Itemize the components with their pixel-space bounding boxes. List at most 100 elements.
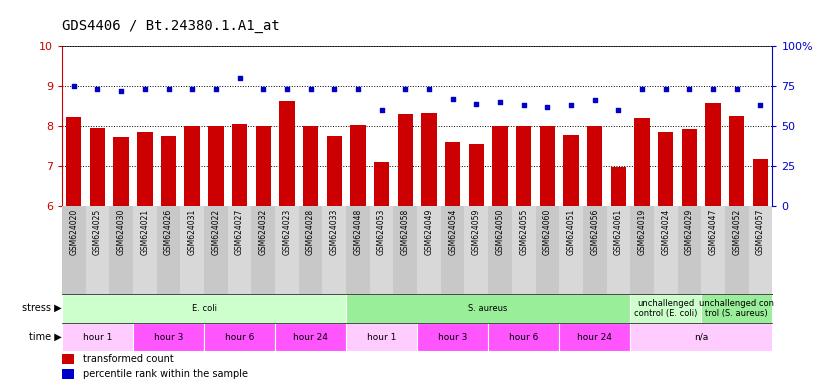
Bar xyxy=(350,125,366,206)
Bar xyxy=(630,323,772,351)
Bar xyxy=(701,294,772,323)
Point xyxy=(233,75,246,81)
Text: GSM624056: GSM624056 xyxy=(591,209,599,255)
Bar xyxy=(275,323,346,351)
Bar xyxy=(251,206,275,294)
Text: GSM624052: GSM624052 xyxy=(733,209,741,255)
Bar xyxy=(204,206,228,294)
Text: GSM624051: GSM624051 xyxy=(567,209,576,255)
Bar xyxy=(587,126,602,206)
Text: GSM624049: GSM624049 xyxy=(425,209,434,255)
Bar xyxy=(62,323,133,351)
Point xyxy=(422,86,435,92)
Bar xyxy=(701,206,725,294)
Bar xyxy=(157,206,180,294)
Text: unchallenged
control (E. coli): unchallenged control (E. coli) xyxy=(634,298,697,318)
Bar xyxy=(559,323,630,351)
Text: hour 1: hour 1 xyxy=(83,333,112,341)
Bar xyxy=(417,206,441,294)
Bar xyxy=(559,206,583,294)
Point xyxy=(328,86,341,92)
Text: GSM624024: GSM624024 xyxy=(662,209,670,255)
Bar xyxy=(725,206,748,294)
Bar xyxy=(393,206,417,294)
Bar xyxy=(346,323,417,351)
Text: GSM624032: GSM624032 xyxy=(259,209,268,255)
Bar xyxy=(137,132,153,206)
Text: hour 3: hour 3 xyxy=(154,333,183,341)
Text: GSM624026: GSM624026 xyxy=(164,209,173,255)
Point xyxy=(564,102,577,108)
Bar xyxy=(346,294,630,323)
Bar xyxy=(752,159,768,206)
Point xyxy=(730,86,743,92)
Text: GSM624060: GSM624060 xyxy=(543,209,552,255)
Text: hour 24: hour 24 xyxy=(577,333,612,341)
Bar xyxy=(516,126,531,206)
Point xyxy=(588,98,601,104)
Bar xyxy=(66,117,82,206)
Bar xyxy=(729,116,744,206)
Point xyxy=(517,102,530,108)
Bar xyxy=(62,294,346,323)
Point xyxy=(635,86,648,92)
Bar xyxy=(161,136,176,206)
Bar xyxy=(464,206,488,294)
Bar xyxy=(303,126,318,206)
Bar xyxy=(634,118,650,206)
Bar xyxy=(62,206,86,294)
Point xyxy=(612,107,625,113)
Point xyxy=(399,86,412,92)
Bar xyxy=(109,206,133,294)
Text: hour 1: hour 1 xyxy=(367,333,396,341)
Bar xyxy=(228,206,251,294)
Bar xyxy=(346,206,370,294)
Bar xyxy=(204,323,275,351)
Bar xyxy=(397,114,413,206)
Text: GSM624025: GSM624025 xyxy=(93,209,102,255)
Point xyxy=(446,96,459,102)
Text: hour 6: hour 6 xyxy=(509,333,539,341)
Text: GSM624055: GSM624055 xyxy=(520,209,528,255)
Bar xyxy=(322,206,346,294)
Bar xyxy=(62,354,74,364)
Text: hour 24: hour 24 xyxy=(293,333,328,341)
Bar xyxy=(421,113,437,206)
Text: GSM624022: GSM624022 xyxy=(211,209,221,255)
Bar xyxy=(654,206,677,294)
Bar xyxy=(630,206,654,294)
Bar xyxy=(208,126,224,206)
Bar xyxy=(563,135,579,206)
Bar xyxy=(658,132,673,206)
Text: GDS4406 / Bt.24380.1.A1_at: GDS4406 / Bt.24380.1.A1_at xyxy=(62,19,280,33)
Point xyxy=(754,102,767,108)
Point xyxy=(67,83,80,89)
Text: GSM624047: GSM624047 xyxy=(709,209,718,255)
Bar xyxy=(255,126,271,206)
Point xyxy=(659,86,672,92)
Bar xyxy=(275,206,299,294)
Bar xyxy=(299,206,322,294)
Text: GSM624059: GSM624059 xyxy=(472,209,481,255)
Bar xyxy=(512,206,535,294)
Text: GSM624030: GSM624030 xyxy=(116,209,126,255)
Text: hour 6: hour 6 xyxy=(225,333,254,341)
Point xyxy=(683,86,696,92)
Point xyxy=(115,88,128,94)
Text: GSM624021: GSM624021 xyxy=(140,209,150,255)
Point xyxy=(280,86,293,92)
Text: GSM624033: GSM624033 xyxy=(330,209,339,255)
Bar xyxy=(326,136,342,206)
Bar xyxy=(279,101,295,206)
Text: hour 3: hour 3 xyxy=(438,333,468,341)
Point xyxy=(304,86,317,92)
Bar xyxy=(184,126,200,206)
Text: E. coli: E. coli xyxy=(192,304,216,313)
Bar xyxy=(113,137,129,206)
Point xyxy=(375,107,388,113)
Bar xyxy=(630,294,701,323)
Bar xyxy=(488,323,559,351)
Text: GSM624058: GSM624058 xyxy=(401,209,410,255)
Point xyxy=(162,86,175,92)
Text: GSM624031: GSM624031 xyxy=(188,209,197,255)
